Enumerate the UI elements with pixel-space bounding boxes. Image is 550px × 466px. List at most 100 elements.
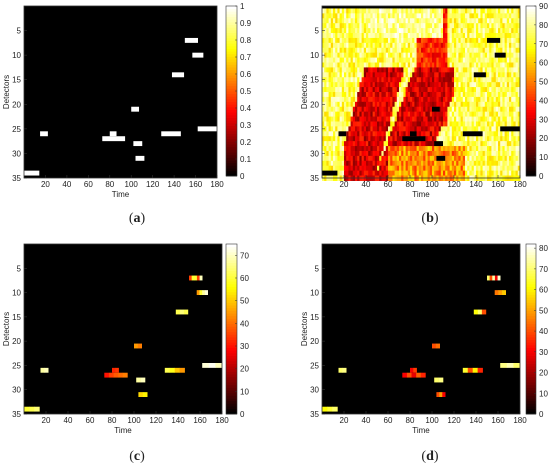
- heat-cell: [392, 23, 396, 29]
- heat-cell: [495, 87, 499, 93]
- heat-cell: [458, 131, 462, 137]
- colorbar-swatch: [226, 257, 237, 261]
- heat-cell: [357, 33, 360, 39]
- heat-cell: [513, 131, 517, 137]
- heat-cell: [476, 126, 479, 132]
- heat-cell: [445, 170, 448, 177]
- heat-cell: [434, 155, 437, 162]
- colorbar-tick-label: 30: [539, 348, 548, 357]
- heat-cell: [460, 87, 464, 93]
- heat-cell: [372, 160, 376, 167]
- heat-cell: [449, 57, 453, 64]
- heat-cell: [390, 116, 393, 122]
- heat-cell: [506, 101, 510, 108]
- heat-cell: [495, 170, 499, 177]
- heat-cell: [421, 146, 424, 152]
- heat-cell: [491, 77, 495, 83]
- heat-cell: [429, 77, 433, 83]
- heat-cell: [423, 42, 426, 49]
- heat-cell: [324, 77, 327, 83]
- colorbar-swatch: [526, 339, 536, 343]
- colorbar-swatch: [226, 93, 237, 97]
- heat-cell: [469, 52, 473, 59]
- heat-cell: [436, 67, 440, 73]
- heat-cell: [491, 87, 495, 93]
- heat-cell: [425, 92, 429, 98]
- heat-cell: [434, 170, 437, 177]
- heat-cell: [432, 62, 435, 68]
- heat-cell: [322, 141, 325, 147]
- plot-area: [24, 6, 217, 178]
- y-tick-label: 15: [310, 313, 319, 322]
- heat-cell: [423, 106, 426, 113]
- heat-cell: [515, 57, 519, 64]
- heat-cell: [394, 165, 398, 172]
- heat-cell: [388, 23, 391, 29]
- heat-cell: [394, 106, 398, 113]
- segment-cell: [432, 343, 437, 349]
- x-tick-label: 20: [41, 180, 50, 189]
- colorbar-swatch: [526, 93, 536, 97]
- heat-cell: [498, 116, 501, 122]
- heat-cell: [333, 92, 336, 98]
- heat-cell: [456, 92, 459, 98]
- heat-cell: [498, 155, 501, 162]
- colorbar-swatch: [226, 45, 237, 49]
- heat-cell: [513, 160, 517, 167]
- heat-cell: [469, 92, 473, 98]
- colorbar-swatch: [526, 368, 536, 372]
- colorbar-swatch: [226, 162, 237, 166]
- heat-cell: [344, 106, 347, 113]
- segment-cell: [332, 406, 338, 412]
- heat-cell: [447, 37, 451, 44]
- heat-cell: [394, 121, 398, 127]
- y-tick-label: 20: [310, 100, 319, 109]
- heat-cell: [489, 150, 492, 157]
- heat-cell: [478, 170, 481, 177]
- heat-cell: [381, 23, 385, 29]
- heat-cell: [440, 96, 444, 103]
- heat-cell: [355, 116, 358, 122]
- heat-cell: [390, 131, 393, 137]
- colorbar-swatch: [526, 326, 536, 330]
- heat-cell: [350, 37, 354, 44]
- heat-cell: [469, 82, 473, 88]
- heat-cell: [322, 42, 325, 49]
- heat-cell: [370, 106, 374, 113]
- heat-cell: [385, 96, 389, 103]
- heat-cell: [436, 18, 440, 24]
- heat-cell: [392, 96, 396, 103]
- heat-cell: [379, 33, 382, 39]
- x-tick-label: 180: [215, 416, 229, 425]
- heat-cell: [412, 101, 415, 108]
- heat-cell: [324, 13, 327, 19]
- heat-cell: [498, 106, 501, 113]
- heat-cell: [438, 126, 442, 132]
- heat-cell: [506, 42, 510, 49]
- heat-cell: [414, 37, 418, 44]
- heat-cell: [462, 136, 466, 142]
- heat-cell: [366, 111, 369, 118]
- heat-cell: [467, 72, 470, 78]
- heat-cell: [502, 131, 506, 137]
- heat-cell: [478, 42, 481, 49]
- heat-cell: [372, 13, 376, 19]
- colorbar-swatch: [526, 35, 536, 39]
- heat-cell: [498, 77, 501, 83]
- heat-cell: [473, 116, 477, 122]
- heat-cell: [421, 111, 424, 118]
- heat-cell: [509, 87, 512, 93]
- heat-cell: [330, 101, 334, 108]
- heat-cell: [339, 67, 343, 73]
- heat-cell: [458, 170, 462, 177]
- heat-cell: [377, 67, 380, 73]
- heat-cell: [383, 121, 387, 127]
- heat-cell: [454, 101, 457, 108]
- heat-cell: [480, 136, 484, 142]
- heat-cell: [377, 33, 380, 39]
- heat-cell: [491, 33, 495, 39]
- colorbar-tick-label: 0: [539, 172, 544, 181]
- heat-cell: [484, 23, 488, 29]
- segment-cell: [197, 126, 218, 132]
- heat-cell: [407, 82, 411, 88]
